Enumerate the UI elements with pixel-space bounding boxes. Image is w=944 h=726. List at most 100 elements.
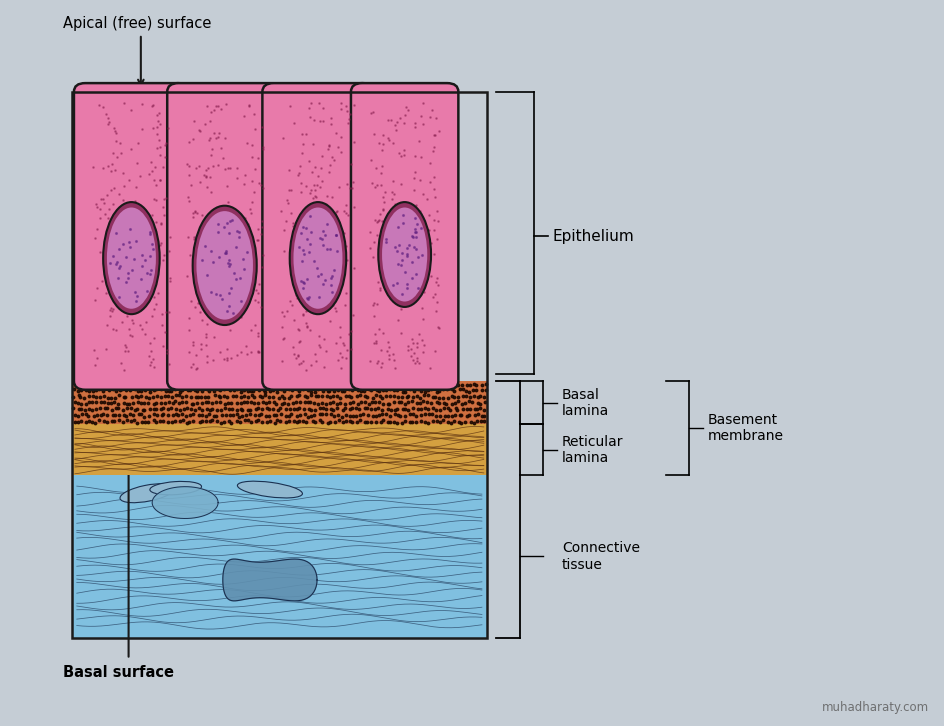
Point (323, 113, 338, 124)
Point (299, 320, 314, 332)
Point (103, 271, 118, 282)
Point (189, 207, 204, 219)
Point (151, 115, 166, 126)
Point (364, 300, 379, 311)
Point (374, 216, 389, 227)
Point (426, 141, 441, 152)
Point (225, 248, 240, 259)
Point (299, 273, 314, 285)
Point (387, 120, 402, 131)
Point (398, 282, 413, 294)
Point (229, 349, 244, 361)
Point (368, 335, 383, 346)
Point (238, 170, 253, 182)
Point (326, 263, 341, 274)
Point (311, 97, 326, 109)
Point (240, 218, 255, 229)
Point (400, 344, 415, 356)
Point (251, 178, 266, 189)
Point (306, 242, 321, 253)
Point (162, 276, 177, 287)
Point (382, 293, 397, 304)
Point (276, 131, 291, 143)
Point (106, 303, 121, 314)
Point (209, 132, 224, 144)
Point (376, 327, 391, 339)
Point (422, 362, 437, 373)
Point (156, 201, 171, 213)
Point (143, 229, 158, 241)
Point (191, 124, 206, 136)
Point (276, 333, 291, 345)
Point (286, 220, 301, 232)
Point (416, 234, 431, 245)
Point (413, 152, 429, 163)
Point (329, 245, 344, 257)
Point (225, 307, 240, 319)
Point (392, 239, 407, 250)
Point (111, 262, 126, 274)
Point (144, 210, 160, 221)
Point (128, 268, 143, 280)
Point (199, 351, 214, 362)
Point (122, 202, 137, 213)
Point (427, 287, 442, 299)
Point (301, 155, 316, 166)
Point (219, 352, 234, 364)
Point (122, 236, 137, 248)
Point (311, 270, 326, 282)
Point (393, 178, 408, 189)
Point (146, 174, 161, 185)
Point (214, 293, 229, 305)
Point (254, 261, 269, 273)
Point (414, 188, 430, 200)
Point (334, 265, 349, 277)
Point (115, 167, 130, 179)
Point (384, 205, 399, 216)
Point (103, 304, 118, 316)
Point (219, 355, 234, 367)
Point (302, 237, 317, 249)
Point (324, 151, 339, 163)
Point (218, 314, 233, 325)
Point (346, 201, 361, 213)
Point (128, 295, 143, 306)
Point (338, 287, 353, 299)
Point (139, 285, 154, 297)
Point (156, 209, 171, 221)
Point (409, 355, 424, 367)
Point (324, 286, 339, 298)
Point (310, 253, 325, 265)
Point (429, 113, 444, 124)
Point (94, 275, 110, 287)
Point (292, 221, 307, 233)
Point (296, 277, 312, 289)
Point (102, 203, 117, 215)
Point (395, 217, 410, 229)
Point (302, 266, 317, 278)
Point (187, 206, 202, 218)
Point (244, 196, 260, 208)
Point (337, 299, 352, 311)
Point (298, 222, 313, 234)
Point (218, 247, 233, 258)
Point (199, 318, 214, 330)
Point (113, 357, 128, 369)
Point (121, 323, 136, 335)
Point (343, 325, 358, 337)
Point (106, 245, 121, 256)
Point (152, 174, 167, 186)
Point (290, 349, 305, 361)
Point (290, 350, 305, 362)
Point (221, 227, 236, 239)
Point (422, 112, 437, 123)
Point (142, 168, 157, 180)
Point (430, 216, 445, 227)
Point (88, 294, 103, 306)
Point (274, 205, 289, 217)
Point (407, 172, 422, 184)
Point (281, 164, 296, 176)
Point (149, 110, 164, 121)
Point (411, 329, 426, 340)
Point (285, 217, 300, 229)
